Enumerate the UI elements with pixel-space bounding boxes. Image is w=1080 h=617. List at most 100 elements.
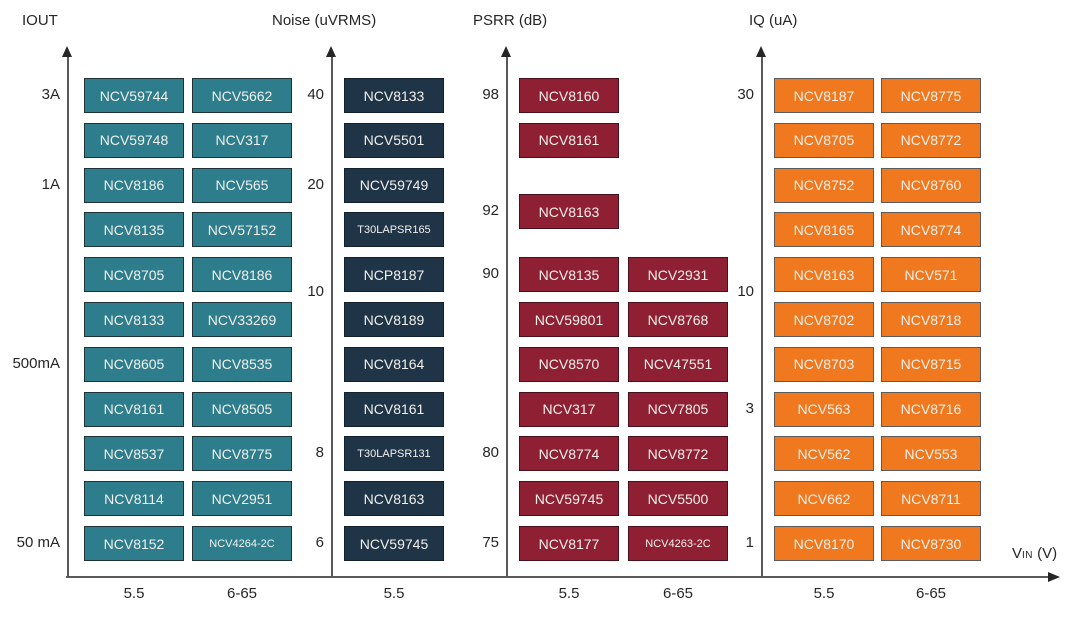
part-box-ncv8161: NCV8161 [519, 122, 619, 158]
part-box-ncv8705: NCV8705 [774, 122, 874, 158]
y-tick-label-iq: 1 [745, 534, 754, 551]
panel-title-iout: IOUT [22, 12, 58, 29]
x-tick-label-iq-5.5: 5.5 [813, 585, 835, 602]
x-tick-label-psrr-5.5: 5.5 [558, 585, 580, 602]
part-box-ncv2951: NCV2951 [192, 481, 292, 517]
x-tick-label-psrr-6-65: 6-65 [662, 585, 694, 602]
y-tick-label-iout: 1A [41, 175, 60, 193]
part-box-ncv562: NCV562 [774, 436, 874, 472]
part-box-ncv8187: NCV8187 [774, 78, 874, 113]
y-axis-line-noise [331, 56, 333, 577]
part-box-ncv8164: NCV8164 [344, 346, 444, 382]
x-axis-line [66, 576, 1048, 578]
part-box-ncv59801: NCV59801 [519, 302, 619, 337]
x-axis-title: VIN (V) [1012, 545, 1057, 562]
y-axis-arrow-icon-noise [326, 46, 336, 57]
part-box-ncv8768: NCV8768 [628, 302, 728, 337]
part-box-ncv8702: NCV8702 [774, 302, 874, 337]
part-box-ncv59744: NCV59744 [84, 78, 184, 113]
x-axis-title-subscript: IN [1022, 550, 1034, 561]
panel-title-psrr: PSRR (dB) [473, 12, 548, 29]
y-tick-label-noise: 10 [307, 283, 324, 301]
part-box-ncv8163: NCV8163 [774, 257, 874, 293]
y-axis-line-iout [67, 56, 69, 577]
part-box-ncv33269: NCV33269 [192, 302, 292, 337]
y-tick-label-noise: 40 [307, 86, 324, 103]
part-box-ncv47551: NCV47551 [628, 346, 728, 382]
part-box-ncv8170: NCV8170 [774, 526, 874, 561]
part-box-ncv8730: NCV8730 [881, 526, 981, 561]
part-box-ncv59745: NCV59745 [344, 526, 444, 561]
part-box-ncv8718: NCV8718 [881, 302, 981, 337]
part-box-ncv8161: NCV8161 [344, 391, 444, 427]
part-box-ncv8775: NCV8775 [192, 436, 292, 472]
part-box-ncv8715: NCV8715 [881, 346, 981, 382]
part-box-ncv8537: NCV8537 [84, 436, 184, 472]
part-box-ncv8716: NCV8716 [881, 391, 981, 427]
part-box-ncv662: NCV662 [774, 481, 874, 517]
part-box-ncv8165: NCV8165 [774, 212, 874, 248]
part-box-ncv8152: NCV8152 [84, 526, 184, 561]
y-tick-label-noise: 8 [315, 444, 324, 462]
part-box-ncv317: NCV317 [192, 122, 292, 158]
part-box-ncv4264-2c: NCV4264-2C [192, 526, 292, 561]
x-axis-arrow-icon [1048, 572, 1060, 582]
part-box-ncv8163: NCV8163 [519, 194, 619, 230]
y-tick-label-psrr: 92 [482, 202, 499, 220]
part-box-ncv5500: NCV5500 [628, 481, 728, 517]
part-box-ncv8189: NCV8189 [344, 302, 444, 337]
panel-title-noise: Noise (uVRMS) [272, 12, 377, 29]
part-box-ncv563: NCV563 [774, 391, 874, 427]
y-tick-label-iq: 30 [737, 86, 754, 103]
part-box-ncp8187: NCP8187 [344, 257, 444, 293]
y-tick-label-iq: 10 [737, 283, 754, 301]
part-box-ncv8775: NCV8775 [881, 78, 981, 113]
x-tick-label-noise-5.5: 5.5 [383, 585, 405, 602]
y-axis-line-iq [761, 56, 763, 577]
part-box-ncv2931: NCV2931 [628, 257, 728, 293]
part-box-ncv8760: NCV8760 [881, 167, 981, 203]
x-tick-label-iout-5.5: 5.5 [123, 585, 145, 602]
part-box-ncv8774: NCV8774 [881, 212, 981, 248]
part-box-ncv8505: NCV8505 [192, 391, 292, 427]
y-tick-label-iout: 3A [41, 86, 60, 103]
part-box-ncv8163: NCV8163 [344, 481, 444, 517]
part-box-ncv8752: NCV8752 [774, 167, 874, 203]
part-box-ncv5501: NCV5501 [344, 122, 444, 158]
part-box-ncv553: NCV553 [881, 436, 981, 472]
y-axis-arrow-icon-iq [756, 46, 766, 57]
part-box-ncv8772: NCV8772 [628, 436, 728, 472]
part-box-ncv5662: NCV5662 [192, 78, 292, 113]
part-box-ncv7805: NCV7805 [628, 391, 728, 427]
part-box-ncv4263-2c: NCV4263-2C [628, 526, 728, 561]
part-box-ncv8570: NCV8570 [519, 346, 619, 382]
part-box-ncv8133: NCV8133 [344, 78, 444, 113]
part-box-ncv8135: NCV8135 [84, 212, 184, 248]
part-box-ncv8605: NCV8605 [84, 346, 184, 382]
x-axis-title-unit: (V) [1033, 545, 1058, 562]
y-axis-line-psrr [506, 56, 508, 577]
part-box-ncv8774: NCV8774 [519, 436, 619, 472]
y-tick-label-psrr: 75 [482, 534, 499, 551]
part-box-ncv317: NCV317 [519, 391, 619, 427]
y-tick-label-iq: 3 [745, 399, 754, 417]
part-box-ncv8135: NCV8135 [519, 257, 619, 293]
part-box-ncv8161: NCV8161 [84, 391, 184, 427]
y-tick-label-iout: 500mA [12, 354, 60, 372]
y-tick-label-noise: 20 [307, 175, 324, 193]
part-box-ncv8186: NCV8186 [84, 167, 184, 203]
part-box-t30lapsr131: T30LAPSR131 [344, 436, 444, 472]
part-box-ncv8772: NCV8772 [881, 122, 981, 158]
part-box-ncv59745: NCV59745 [519, 481, 619, 517]
y-tick-label-psrr: 98 [482, 86, 499, 103]
x-tick-label-iq-6-65: 6-65 [915, 585, 947, 602]
y-axis-arrow-icon-iout [62, 46, 72, 57]
part-box-ncv8160: NCV8160 [519, 78, 619, 113]
part-box-ncv8703: NCV8703 [774, 346, 874, 382]
y-tick-label-noise: 6 [315, 534, 324, 551]
part-box-ncv8711: NCV8711 [881, 481, 981, 517]
y-tick-label-psrr: 90 [482, 265, 499, 283]
part-box-ncv8114: NCV8114 [84, 481, 184, 517]
y-tick-label-psrr: 80 [482, 444, 499, 462]
